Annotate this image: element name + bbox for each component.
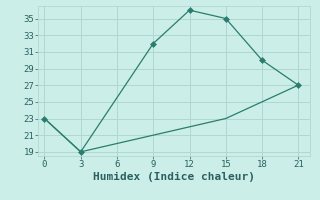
X-axis label: Humidex (Indice chaleur): Humidex (Indice chaleur) — [93, 172, 255, 182]
